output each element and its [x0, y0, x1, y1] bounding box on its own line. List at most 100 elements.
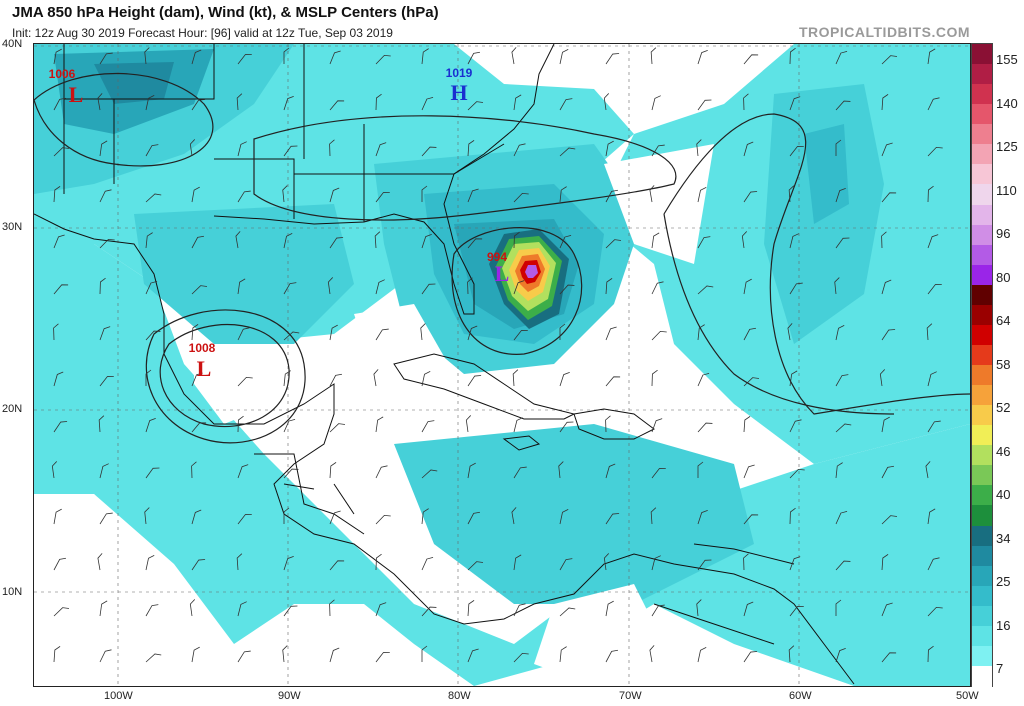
wind-barb	[375, 192, 390, 203]
wind-barb	[374, 231, 381, 249]
wind-barb	[881, 231, 887, 249]
wind-barb	[559, 607, 576, 617]
colorbar-swatch	[972, 645, 992, 667]
wind-barb	[651, 555, 661, 571]
pressure-center-h-1019: 1019 H	[446, 66, 473, 105]
wind-barb	[605, 415, 611, 433]
wind-barb	[283, 555, 294, 571]
wind-barb	[559, 421, 574, 433]
wind-barb	[373, 369, 379, 387]
wind-barb	[99, 376, 114, 387]
wind-barb	[329, 373, 343, 387]
wind-barb	[375, 602, 387, 617]
wind-barb	[53, 284, 69, 295]
wind-barb	[926, 323, 933, 341]
lon-label-70w: 70W	[619, 690, 642, 702]
wind-barb	[697, 509, 708, 525]
wind-barb	[329, 100, 345, 111]
wind-barb	[835, 139, 842, 156]
wind-barb	[650, 507, 657, 525]
wind-barb	[881, 94, 889, 111]
colorbar-swatch	[972, 445, 992, 466]
wind-barb	[605, 278, 613, 295]
wind-barb	[605, 140, 614, 157]
wind-barb	[511, 507, 517, 525]
wind-barb	[743, 651, 758, 663]
weather-map: 1006 L 1019 H 994 L 1008 L	[33, 43, 971, 687]
wind-barb	[191, 235, 205, 249]
wind-barb	[191, 461, 197, 479]
wind-barb	[283, 282, 297, 295]
wind-barb	[99, 189, 112, 203]
wind-barb	[99, 600, 108, 617]
wind-barb	[375, 514, 391, 525]
wind-barb	[237, 514, 252, 525]
wind-barb	[283, 468, 299, 479]
wind-barb	[743, 278, 752, 295]
wind-barb	[605, 326, 617, 341]
wind-barb	[697, 236, 711, 249]
colorbar-swatch	[972, 545, 992, 567]
wind-barbs	[51, 47, 943, 663]
wind-barb	[741, 231, 748, 249]
wind-barb	[927, 185, 934, 203]
wind-barb	[559, 235, 572, 249]
wind-barb	[283, 331, 300, 341]
wind-barb	[191, 99, 206, 111]
wind-barb	[467, 101, 484, 111]
wind-barb	[788, 645, 795, 663]
wind-barb	[559, 284, 575, 295]
wind-barb	[189, 139, 196, 157]
colorbar-swatch	[972, 304, 992, 326]
wind-barb	[513, 192, 529, 203]
wind-barb	[375, 328, 389, 341]
wind-barb	[879, 369, 886, 387]
wind-barb	[375, 553, 382, 571]
wind-barb	[53, 147, 70, 157]
wind-barb	[467, 188, 479, 203]
wind-barb	[144, 47, 150, 65]
wind-barb	[927, 508, 936, 525]
pressure-center-l-994: 994 L	[487, 250, 509, 286]
wind-barb	[743, 54, 759, 65]
wind-barb	[99, 140, 108, 157]
wind-barb	[53, 186, 61, 203]
wind-barb	[651, 281, 664, 295]
colorbar-swatch	[972, 184, 992, 205]
wind-barb	[237, 376, 253, 387]
colorbar-label: 16	[996, 617, 1011, 633]
wind-barb	[881, 465, 895, 479]
wind-barb	[145, 144, 159, 157]
wind-barb	[559, 147, 576, 157]
colorbar-swatch	[972, 104, 992, 125]
wind-barb	[927, 557, 940, 571]
colorbar-label: 140	[996, 95, 1018, 111]
wind-barb	[835, 325, 845, 341]
wind-barb	[743, 93, 749, 111]
wind-barb	[835, 100, 851, 111]
colorbar-swatch	[972, 585, 992, 607]
wind-barb	[99, 277, 106, 295]
wind-barb	[605, 463, 616, 479]
wind-barb	[743, 377, 760, 387]
wind-barb	[881, 192, 897, 203]
wind-barb	[697, 559, 712, 571]
wind-barb	[237, 54, 252, 65]
brand-watermark[interactable]: TROPICALTIDBITS.COM	[798, 24, 970, 40]
wind-barb	[421, 606, 437, 617]
wind-barb	[236, 93, 243, 111]
svg-text:1008: 1008	[189, 341, 216, 355]
wind-barb	[421, 371, 431, 387]
wind-barb	[696, 599, 702, 617]
wind-barb	[53, 508, 62, 525]
wind-barb	[145, 467, 160, 479]
wind-barb	[881, 652, 897, 663]
wind-barb	[835, 423, 852, 433]
wind-barb	[465, 415, 472, 433]
wind-barb	[237, 601, 247, 617]
colorbar-label: 155	[996, 52, 1018, 67]
wind-barb	[467, 600, 475, 617]
colorbar-swatch	[972, 164, 992, 185]
colorbar-swatch	[972, 385, 992, 406]
colorbar-swatch	[972, 224, 992, 246]
